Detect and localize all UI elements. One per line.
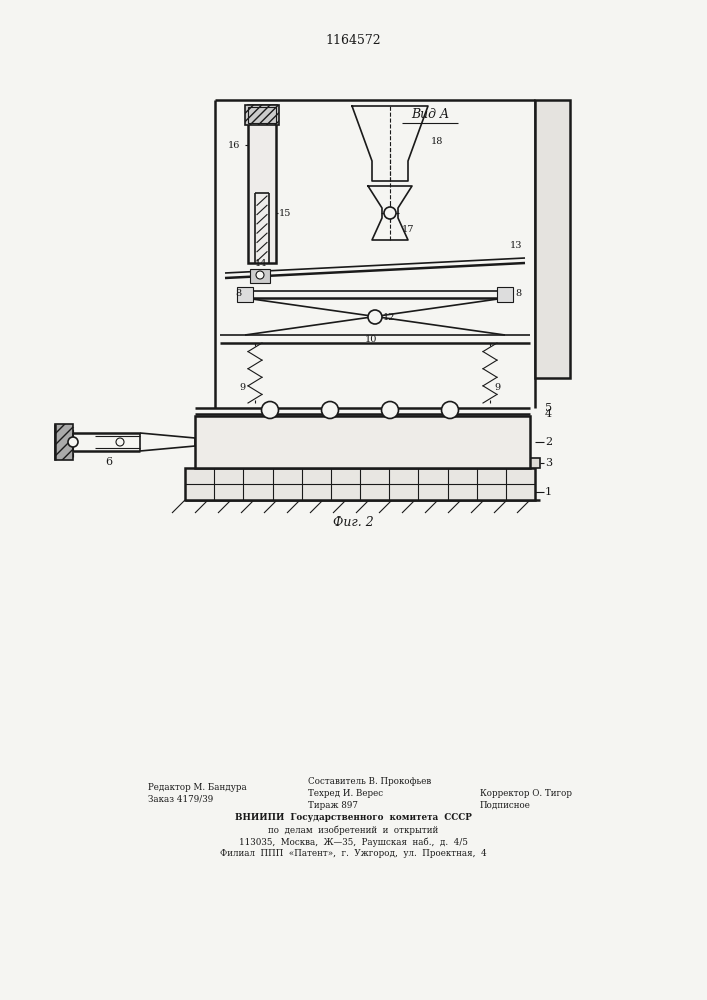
Text: ВНИИПИ  Государственного  комитета  СССР: ВНИИПИ Государственного комитета СССР bbox=[235, 814, 472, 822]
Circle shape bbox=[368, 310, 382, 324]
Text: Корректор О. Тигор: Корректор О. Тигор bbox=[480, 788, 572, 798]
Text: 10: 10 bbox=[365, 334, 378, 344]
Circle shape bbox=[382, 401, 399, 418]
Text: 13: 13 bbox=[510, 240, 522, 249]
Bar bbox=[490, 458, 540, 468]
Circle shape bbox=[256, 271, 264, 279]
Circle shape bbox=[384, 207, 396, 219]
Text: 12: 12 bbox=[383, 312, 395, 322]
Text: 3: 3 bbox=[545, 458, 552, 468]
Text: Техред И. Верес: Техред И. Верес bbox=[308, 788, 383, 798]
Text: 16: 16 bbox=[228, 140, 240, 149]
Bar bbox=[185, 468, 535, 500]
Text: 113035,  Москва,  Ж—35,  Раушская  наб.,  д.  4/5: 113035, Москва, Ж—35, Раушская наб., д. … bbox=[238, 837, 467, 847]
Text: 14: 14 bbox=[255, 258, 267, 267]
Text: Филиал  ППП  «Патент»,  г.  Ужгород,  ул.  Проектная,  4: Филиал ППП «Патент», г. Ужгород, ул. Про… bbox=[220, 850, 486, 858]
Text: 1164572: 1164572 bbox=[325, 33, 381, 46]
Bar bbox=[248, 105, 276, 263]
Text: 15: 15 bbox=[279, 209, 291, 218]
Bar bbox=[55, 424, 73, 460]
Text: 2: 2 bbox=[545, 437, 552, 447]
Text: 8: 8 bbox=[235, 290, 241, 298]
Text: 17: 17 bbox=[402, 226, 414, 234]
Text: 18: 18 bbox=[431, 136, 443, 145]
Circle shape bbox=[262, 401, 279, 418]
Text: Подписное: Подписное bbox=[480, 800, 531, 810]
Text: 4: 4 bbox=[545, 409, 552, 419]
Bar bbox=[195, 416, 530, 468]
Text: 5: 5 bbox=[545, 403, 552, 413]
Text: Составитель В. Прокофьев: Составитель В. Прокофьев bbox=[308, 776, 431, 786]
Text: Редактор М. Бандура: Редактор М. Бандура bbox=[148, 782, 247, 792]
Circle shape bbox=[322, 401, 339, 418]
Text: Заказ 4179/39: Заказ 4179/39 bbox=[148, 794, 214, 804]
Text: 6: 6 bbox=[105, 457, 112, 467]
Circle shape bbox=[68, 437, 78, 447]
Text: по  делам  изобретений  и  открытий: по делам изобретений и открытий bbox=[268, 825, 438, 835]
Text: 9: 9 bbox=[494, 383, 500, 392]
Bar bbox=[248, 107, 276, 123]
Bar bbox=[250, 269, 270, 283]
Text: Вид A: Вид A bbox=[411, 108, 449, 121]
Text: 8: 8 bbox=[515, 290, 521, 298]
Text: Фиг. 2: Фиг. 2 bbox=[332, 516, 373, 528]
Text: 1: 1 bbox=[545, 487, 552, 497]
Text: 9: 9 bbox=[239, 383, 245, 392]
Text: Тираж 897: Тираж 897 bbox=[308, 800, 358, 810]
Bar bbox=[535, 100, 570, 378]
Bar bbox=[237, 287, 253, 302]
Bar bbox=[245, 105, 279, 125]
Bar bbox=[497, 287, 513, 302]
Circle shape bbox=[441, 401, 459, 418]
